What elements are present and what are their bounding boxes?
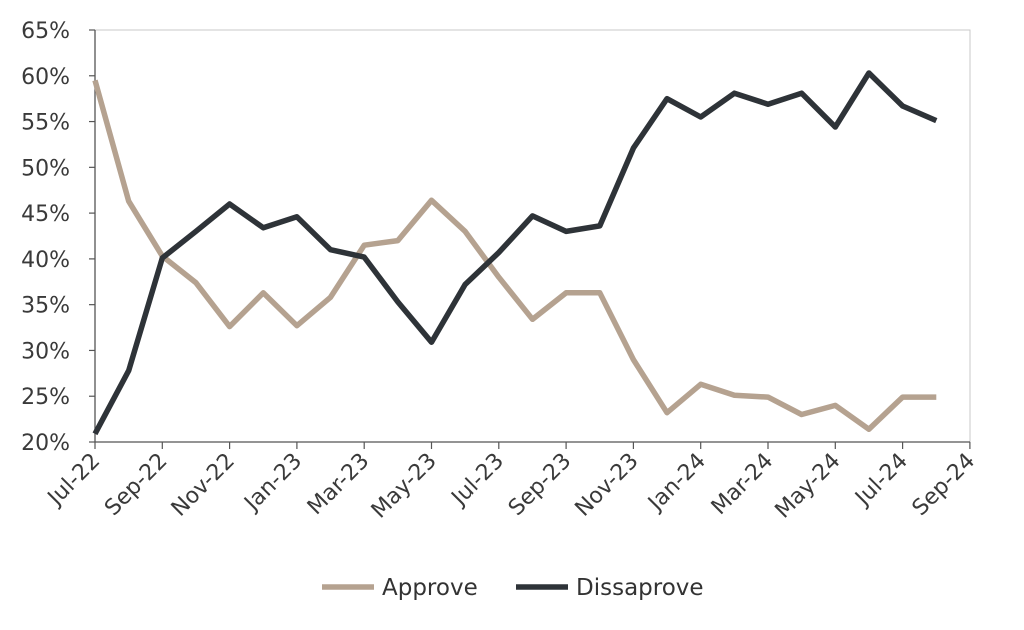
y-tick-label: 20%: [21, 431, 70, 456]
x-tick-label: Mar-23: [303, 449, 374, 520]
y-tick-label: 60%: [21, 65, 70, 90]
x-tick-label: May-24: [771, 449, 846, 524]
y-tick-label: 35%: [21, 294, 70, 319]
series-line-dissaprove: [92, 70, 938, 436]
x-tick-label: Sep-23: [504, 449, 576, 521]
y-tick-label: 50%: [21, 156, 70, 181]
y-tick-label: 55%: [21, 111, 70, 136]
y-tick-label: 25%: [21, 385, 70, 410]
x-tick-label: May-23: [367, 449, 442, 524]
x-tick-label: Jan-23: [239, 449, 307, 517]
legend-label-approve: Approve: [382, 575, 478, 601]
x-tick-label: Sep-22: [100, 449, 172, 521]
x-tick-label: Jul-22: [42, 449, 105, 512]
plot-frame: [94, 29, 971, 443]
x-tick-label: Sep-24: [908, 449, 980, 521]
x-tick-label: Mar-24: [707, 449, 778, 520]
x-tick-label: Nov-23: [571, 449, 644, 522]
x-tick-label: Jul-24: [850, 449, 913, 512]
series-line-approve: [92, 79, 937, 432]
x-tick-label: Jul-23: [446, 449, 509, 512]
y-tick-label: 65%: [21, 19, 70, 44]
y-tick-label: 45%: [21, 202, 70, 227]
y-tick-label: 40%: [21, 248, 70, 273]
x-tick-label: Nov-22: [167, 449, 240, 522]
x-tick-label: Jan-24: [642, 449, 710, 517]
y-tick-label: 30%: [21, 339, 70, 364]
legend-label-dissaprove: Dissaprove: [576, 575, 704, 601]
